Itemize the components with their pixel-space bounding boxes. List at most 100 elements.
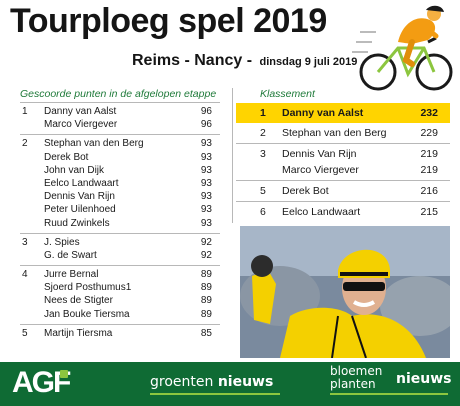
stage-date: dinsdag 9 juli 2019 — [259, 56, 358, 68]
stage-points-row: 5 Martijn Tiersma 85 — [20, 327, 220, 340]
rider-name: Ruud Zwinkels — [44, 217, 110, 229]
rank-number: 2 — [260, 127, 266, 139]
stage-subtitle: Reims - Nancy - dinsdag 9 juli 2019 — [132, 52, 357, 70]
rider-name: Eelco Landwaart — [282, 206, 361, 218]
bloemen-nieuws-word: nieuws — [396, 371, 452, 387]
stage-points-row: John van Dijk 93 — [20, 164, 220, 177]
rank-number: 1 — [260, 107, 266, 119]
rider-in-yellow-jersey-photo — [240, 226, 450, 358]
rider-total-points: 215 — [420, 206, 438, 218]
rider-points: 92 — [200, 236, 212, 248]
rider-name: Stephan van den Berg — [44, 138, 144, 150]
rider-points: 85 — [200, 327, 212, 339]
stage-points-list: 1 Danny van Aalst 96 Marco Viergever 96 2 Step… — [20, 103, 220, 343]
cyclist-illustration-icon — [352, 5, 453, 91]
groenten-logo-underline — [150, 393, 280, 395]
stage-points-row: G. de Swart 92 — [20, 249, 220, 262]
stage-points-row: Jan Bouke Tiersma 89 — [20, 308, 220, 321]
rider-name: G. de Swart — [44, 249, 97, 261]
rider-points: 93 — [200, 138, 212, 150]
stage-points-row: 2 Stephan van den Berg 93 — [20, 137, 220, 150]
rider-name: Marco Viergever — [282, 164, 359, 176]
rank-number: 2 — [22, 138, 28, 150]
column-divider — [232, 88, 233, 223]
stage-points-group: 3 J. Spies 92 G. de Swart 92 — [20, 234, 220, 267]
standings-group: 5 Derek Bot 216 — [236, 181, 450, 202]
rider-points: 93 — [200, 164, 212, 176]
rider-points: 93 — [200, 177, 212, 189]
stage-points-row: Eelco Landwaart 93 — [20, 177, 220, 190]
rank-number: 1 — [22, 106, 28, 117]
rider-total-points: 216 — [420, 185, 438, 197]
stage-route: Reims - Nancy - — [132, 52, 253, 69]
stage-points-group: 5 Martijn Tiersma 85 — [20, 325, 220, 343]
stage-points-group: 2 Stephan van den Berg 93 Derek Bot 93 John v… — [20, 135, 220, 234]
bloemen-word: bloemen — [330, 364, 383, 378]
rank-number: 4 — [22, 269, 28, 281]
rider-points: 89 — [200, 295, 212, 307]
rider-name: Eelco Landwaart — [44, 177, 119, 189]
rider-name: Jurre Bernal — [44, 269, 99, 281]
rider-name: Danny van Aalst — [282, 107, 364, 119]
stage-points-row: Nees de Stigter 89 — [20, 294, 220, 307]
rider-points: 92 — [200, 249, 212, 261]
stage-points-row: 1 Danny van Aalst 96 — [20, 105, 220, 118]
rider-name: Dennis Van Rijn — [44, 191, 115, 203]
stage-points-row: 3 J. Spies 92 — [20, 236, 220, 249]
rider-total-points: 219 — [420, 148, 438, 160]
rider-name: Marco Viergever — [44, 119, 118, 131]
standings-panel: Klassement 1 Danny van Aalst 232 2 Stephan v… — [236, 86, 450, 222]
bloemen-planten-nieuws-logo: bloemen planten nieuws — [330, 364, 452, 391]
standings-row: 2 Stephan van den Berg 229 — [236, 125, 450, 141]
rider-name: Derek Bot — [282, 185, 329, 197]
rider-total-points: 219 — [420, 164, 438, 176]
rider-name: Derek Bot — [44, 151, 89, 163]
standings-row: 6 Eelco Landwaart 215 — [236, 204, 450, 220]
planten-word: planten — [330, 377, 376, 391]
rider-name: John van Dijk — [44, 164, 105, 176]
standings-row: 5 Derek Bot 216 — [236, 183, 450, 199]
standings-group: 2 Stephan van den Berg 229 — [236, 123, 450, 144]
rider-name: Nees de Stigter — [44, 295, 113, 307]
stage-points-row: Sjoerd Posthumus1 89 — [20, 281, 220, 294]
rider-points: 96 — [200, 119, 212, 131]
rider-name: Jan Bouke Tiersma — [44, 308, 130, 320]
stage-points-row: Marco Viergever 96 — [20, 118, 220, 131]
stage-points-row: Peter Uilenhoed 93 — [20, 203, 220, 216]
stage-points-row: Dennis Van Rijn 93 — [20, 190, 220, 203]
groenten-nieuws-word: nieuws — [217, 374, 274, 390]
rider-name: Dennis Van Rijn — [282, 148, 357, 160]
rider-points: 89 — [200, 269, 212, 281]
standings-row: 3 Dennis Van Rijn 219 — [236, 146, 450, 162]
standings-leader-group: 1 Danny van Aalst 232 — [236, 103, 450, 123]
page-title: Tourploeg spel 2019 — [10, 2, 327, 40]
standings-heading: Klassement — [260, 88, 315, 100]
standings-group: 6 Eelco Landwaart 215 — [236, 202, 450, 222]
rank-number: 3 — [260, 148, 266, 160]
rider-total-points: 232 — [420, 107, 438, 119]
rider-points: 89 — [200, 308, 212, 320]
rider-total-points: 229 — [420, 127, 438, 139]
rider-name: Sjoerd Posthumus1 — [44, 282, 132, 294]
rider-name: Danny van Aalst — [44, 106, 117, 117]
stage-points-row: Ruud Zwinkels 93 — [20, 217, 220, 230]
stage-points-panel: Gescoorde punten in de afgelopen etappe … — [20, 86, 220, 343]
standings-leader-row: 1 Danny van Aalst 232 — [236, 103, 450, 123]
rider-name: J. Spies — [44, 236, 80, 248]
rider-points: 89 — [200, 282, 212, 294]
rider-name: Martijn Tiersma — [44, 327, 113, 339]
rider-points: 96 — [200, 106, 212, 117]
rank-number: 5 — [22, 327, 28, 339]
rider-points: 93 — [200, 217, 212, 229]
rank-number: 5 — [260, 185, 266, 197]
stage-points-heading: Gescoorde punten in de afgelopen etappe — [20, 86, 220, 103]
rider-name: Peter Uilenhoed — [44, 204, 116, 216]
rider-name: Stephan van den Berg — [282, 127, 387, 139]
rider-points: 93 — [200, 204, 212, 216]
stage-points-group: 4 Jurre Bernal 89 Sjoerd Posthumus1 89 Nees d… — [20, 266, 220, 325]
rank-number: 6 — [260, 206, 266, 218]
standings-row: Marco Viergever 219 — [236, 162, 450, 178]
agf-logo-mark — [60, 370, 68, 378]
groenten-word: groenten — [150, 374, 214, 390]
rank-number: 3 — [22, 236, 28, 248]
